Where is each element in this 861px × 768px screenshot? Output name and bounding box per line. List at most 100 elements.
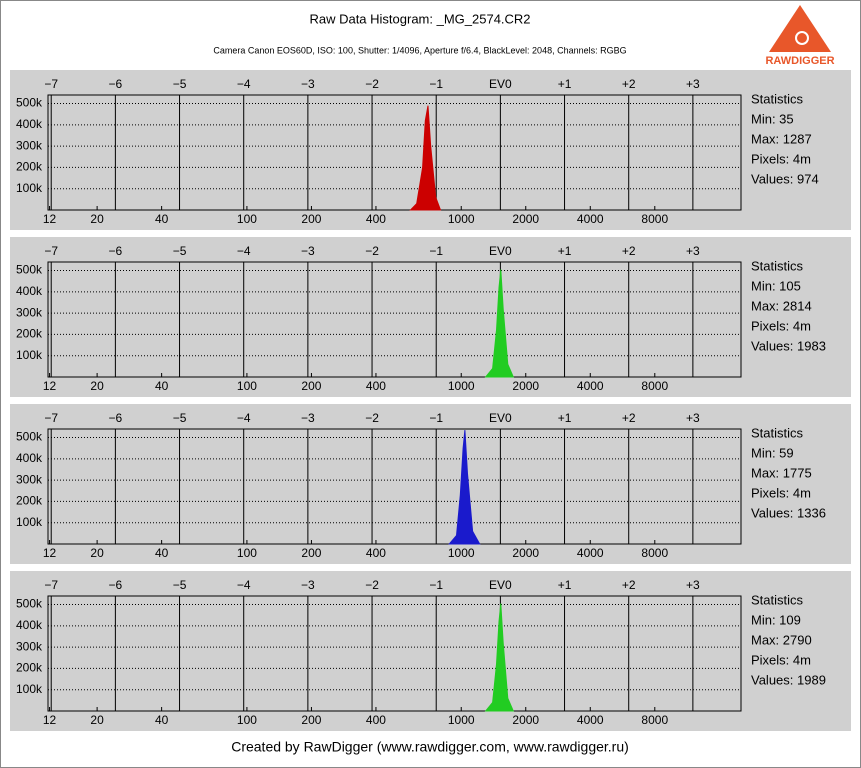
y-tick-label: 100k [16,515,43,529]
x-tick-label: 4000 [577,546,604,560]
x-tick-label: 1000 [448,212,475,226]
x2-tick-label: −1 [429,77,443,91]
x2-tick-label: +3 [686,578,700,592]
x-tick-label: 4000 [577,212,604,226]
x-tick-label: 400 [366,713,386,727]
y-tick-label: 300k [16,305,43,319]
statistic: Min: 105 [751,278,801,293]
x-tick-label: 8000 [641,212,668,226]
x-tick-label: 1000 [448,379,475,393]
subtitle: Camera Canon EOS60D, ISO: 100, Shutter: … [213,45,626,55]
panel-background [10,404,851,564]
x-tick-label: 20 [90,379,104,393]
panel: 100k 200k 300k 400k 500k−7 −6 −5 −4 −3 −2 −1 EV0 +1 +… [10,237,851,397]
y-tick-label: 300k [16,639,43,653]
statistic: Max: 2814 [751,298,812,313]
footer: Created by RawDigger (www.rawdigger.com,… [231,739,629,755]
y-tick-label: 200k [16,661,43,675]
x-tick-label: 4000 [577,379,604,393]
y-tick-label: 400k [16,117,43,131]
x2-tick-label: −3 [301,244,315,258]
y-tick-label: 100k [16,348,43,362]
x-tick-label: 40 [155,713,169,727]
x-tick-label: 100 [237,546,257,560]
x2-tick-label: +2 [622,411,636,425]
logo-mark [795,31,809,45]
x-tick-label: 40 [155,546,169,560]
x-tick-label: 4000 [577,713,604,727]
x-tick-label: 200 [301,713,321,727]
x2-tick-label: +1 [558,411,572,425]
x-tick-label: 100 [237,212,257,226]
x-tick-label: 12 [43,379,57,393]
x2-tick-label: EV0 [489,578,512,592]
statistic: Max: 2790 [751,632,812,647]
x-tick-label: 12 [43,212,57,226]
x2-tick-label: −6 [109,244,123,258]
x2-tick-label: +1 [558,244,572,258]
x-tick-label: 40 [155,212,169,226]
histogram [409,105,442,211]
x2-tick-label: −3 [301,578,315,592]
panel: 100k 200k 300k 400k 500k−7 −6 −5 −4 −3 −2 −1 EV0 +1 +… [10,70,851,230]
statistic: Min: 35 [751,111,794,126]
x-tick-label: 20 [90,212,104,226]
x-tick-label: 400 [366,546,386,560]
x2-tick-label: +2 [622,578,636,592]
statistic: Statistics [751,592,804,607]
x2-tick-label: −2 [365,411,379,425]
y-tick-label: 300k [16,472,43,486]
y-tick-label: 500k [16,263,43,277]
statistic: Statistics [751,258,804,273]
plot-area [47,261,742,378]
panel-background [10,571,851,731]
statistic: Values: 1336 [751,505,826,520]
x2-tick-label: −1 [429,244,443,258]
y-tick-label: 200k [16,327,43,341]
x-tick-label: 8000 [641,546,668,560]
x-tick-label: 12 [43,546,57,560]
statistic: Pixels: 4m [751,318,811,333]
x2-tick-label: −7 [44,244,58,258]
x-tick-label: 20 [90,546,104,560]
panel: 100k 200k 300k 400k 500k−7 −6 −5 −4 −3 −2 −1 EV0 +1 +… [10,404,851,564]
x2-tick-label: −6 [109,77,123,91]
x2-tick-label: −7 [44,578,58,592]
y-tick-label: 500k [16,430,43,444]
x2-tick-label: −4 [237,244,251,258]
x-tick-label: 100 [237,379,257,393]
histogram [484,269,515,378]
x-tick-label: 200 [301,212,321,226]
x-tick-label: 200 [301,546,321,560]
x2-tick-label: EV0 [489,244,512,258]
panel-background [10,237,851,397]
x2-tick-label: +1 [558,77,572,91]
x2-tick-label: EV0 [489,77,512,91]
x2-tick-label: −6 [109,411,123,425]
x2-tick-label: −5 [173,244,187,258]
x-tick-label: 2000 [512,713,539,727]
y-tick-label: 100k [16,682,43,696]
title: Raw Data Histogram: _MG_2574.CR2 [309,11,530,26]
x-tick-label: 200 [301,379,321,393]
x2-tick-label: −6 [109,578,123,592]
x-tick-label: 20 [90,713,104,727]
x-tick-label: 8000 [641,713,668,727]
y-tick-label: 200k [16,160,43,174]
y-tick-label: 400k [16,451,43,465]
x2-tick-label: −3 [301,77,315,91]
x-tick-label: 2000 [512,379,539,393]
y-tick-label: 500k [16,96,43,110]
x2-tick-label: −2 [365,77,379,91]
statistic: Min: 109 [751,612,801,627]
statistic: Max: 1287 [751,131,812,146]
x-tick-label: 400 [366,212,386,226]
x2-tick-label: −4 [237,578,251,592]
x-tick-label: 40 [155,379,169,393]
x2-tick-label: −1 [429,411,443,425]
x2-tick-label: +3 [686,411,700,425]
statistic: Min: 59 [751,445,794,460]
logo-text: RAWDIGGER [765,55,834,67]
y-tick-label: 500k [16,597,43,611]
